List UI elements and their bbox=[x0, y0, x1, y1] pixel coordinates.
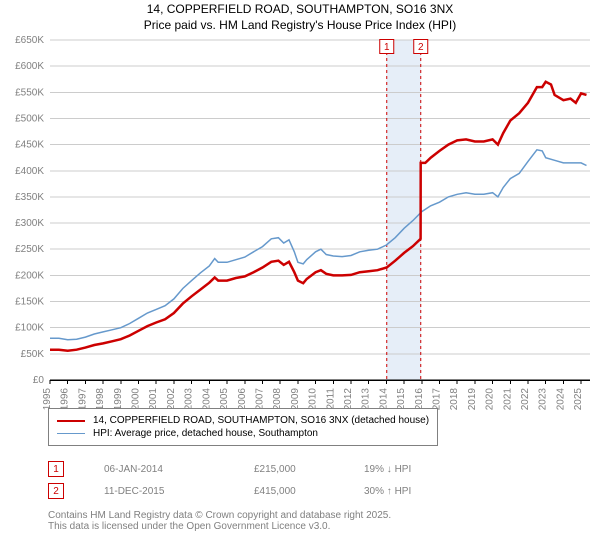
x-tick-label: 2020 bbox=[485, 388, 496, 411]
sale-price: £215,000 bbox=[254, 464, 364, 475]
x-tick-label: 2024 bbox=[555, 388, 566, 411]
chart-svg: £0£50K£100K£150K£200K£250K£300K£350K£400… bbox=[50, 40, 590, 410]
plot-area: £0£50K£100K£150K£200K£250K£300K£350K£400… bbox=[50, 40, 590, 410]
sale-delta: 30% ↑ HPI bbox=[364, 486, 484, 497]
x-tick-label: 2012 bbox=[343, 388, 354, 411]
x-tick-label: 2011 bbox=[325, 388, 336, 410]
sale-marker-number: 2 bbox=[418, 42, 424, 53]
x-tick-label: 1997 bbox=[77, 388, 88, 411]
sale-row-marker: 2 bbox=[48, 483, 64, 499]
y-tick-label: £300K bbox=[15, 218, 44, 229]
sale-row-marker: 1 bbox=[48, 461, 64, 477]
legend-item: HPI: Average price, detached house, Sout… bbox=[57, 428, 429, 439]
y-tick-label: £600K bbox=[15, 61, 44, 72]
chart-container: 14, COPPERFIELD ROAD, SOUTHAMPTON, SO16 … bbox=[0, 0, 600, 560]
y-tick-label: £50K bbox=[21, 349, 45, 360]
highlight-band bbox=[386, 40, 421, 380]
chart-title-line1: 14, COPPERFIELD ROAD, SOUTHAMPTON, SO16 … bbox=[0, 2, 600, 16]
x-tick-label: 2006 bbox=[237, 388, 248, 411]
sale-delta: 19% ↓ HPI bbox=[364, 464, 484, 475]
y-tick-label: £400K bbox=[15, 166, 44, 177]
x-tick-label: 1996 bbox=[60, 388, 71, 411]
y-tick-label: £200K bbox=[15, 270, 44, 281]
x-axis: 1995 1996 1997 1998 1999 2000 2001 2002 2003 2004… bbox=[42, 380, 584, 410]
x-tick-label: 2023 bbox=[538, 388, 549, 411]
y-tick-label: £250K bbox=[15, 244, 44, 255]
x-tick-label: 2022 bbox=[520, 388, 531, 411]
license-line1: Contains HM Land Registry data © Crown c… bbox=[48, 510, 391, 521]
x-tick-label: 2018 bbox=[449, 388, 460, 411]
legend-swatch bbox=[57, 420, 85, 422]
sale-marker-number: 1 bbox=[384, 42, 390, 53]
x-tick-label: 1999 bbox=[113, 388, 124, 411]
x-tick-label: 2000 bbox=[131, 388, 142, 411]
x-tick-label: 1998 bbox=[95, 388, 106, 411]
y-tick-label: £650K bbox=[15, 35, 44, 46]
y-tick-label: £500K bbox=[15, 113, 44, 124]
sale-date: 06-JAN-2014 bbox=[104, 464, 254, 475]
x-tick-label: 2004 bbox=[201, 388, 212, 411]
x-tick-label: 2013 bbox=[361, 388, 372, 411]
x-tick-label: 2021 bbox=[502, 388, 513, 411]
legend-label: HPI: Average price, detached house, Sout… bbox=[93, 428, 318, 439]
legend-label: 14, COPPERFIELD ROAD, SOUTHAMPTON, SO16 … bbox=[93, 415, 429, 426]
y-tick-label: £0 bbox=[33, 375, 45, 386]
x-tick-label: 2002 bbox=[166, 388, 177, 411]
legend-item: 14, COPPERFIELD ROAD, SOUTHAMPTON, SO16 … bbox=[57, 415, 429, 426]
sale-date: 11-DEC-2015 bbox=[104, 486, 254, 497]
y-tick-label: £550K bbox=[15, 87, 44, 98]
x-tick-label: 2025 bbox=[573, 388, 584, 411]
license-line2: This data is licensed under the Open Gov… bbox=[48, 521, 391, 532]
sale-price: £415,000 bbox=[254, 486, 364, 497]
x-tick-label: 2014 bbox=[378, 388, 389, 411]
x-tick-label: 2003 bbox=[184, 388, 195, 411]
y-tick-label: £450K bbox=[15, 140, 44, 151]
y-tick-label: £100K bbox=[15, 323, 44, 334]
license-text: Contains HM Land Registry data © Crown c… bbox=[48, 510, 391, 532]
x-tick-label: 2016 bbox=[414, 388, 425, 411]
sale-row: 1 06-JAN-2014£215,00019% ↓ HPI bbox=[48, 460, 484, 478]
x-tick-label: 2017 bbox=[432, 388, 443, 411]
x-tick-label: 2008 bbox=[272, 388, 283, 411]
sales-table: 1 06-JAN-2014£215,00019% ↓ HPI 2 11-DEC-201… bbox=[48, 460, 484, 504]
sale-row: 2 11-DEC-2015£415,00030% ↑ HPI bbox=[48, 482, 484, 500]
x-tick-label: 2015 bbox=[396, 388, 407, 411]
legend: 14, COPPERFIELD ROAD, SOUTHAMPTON, SO16 … bbox=[48, 408, 438, 446]
chart-title-line2: Price paid vs. HM Land Registry's House … bbox=[0, 18, 600, 32]
series-property bbox=[50, 82, 587, 351]
x-tick-label: 2019 bbox=[467, 388, 478, 411]
x-tick-label: 1995 bbox=[42, 388, 53, 411]
legend-swatch bbox=[57, 433, 85, 434]
x-tick-label: 2001 bbox=[148, 388, 159, 411]
x-tick-label: 2009 bbox=[290, 388, 301, 411]
x-tick-label: 2007 bbox=[254, 388, 265, 411]
y-axis: £0 £50K £100K £150K £200K £250K £300K £350K £400… bbox=[15, 35, 590, 386]
x-tick-label: 2005 bbox=[219, 388, 230, 411]
y-tick-label: £150K bbox=[15, 297, 44, 308]
y-tick-label: £350K bbox=[15, 192, 44, 203]
x-tick-label: 2010 bbox=[308, 388, 319, 411]
series-hpi bbox=[50, 150, 587, 340]
